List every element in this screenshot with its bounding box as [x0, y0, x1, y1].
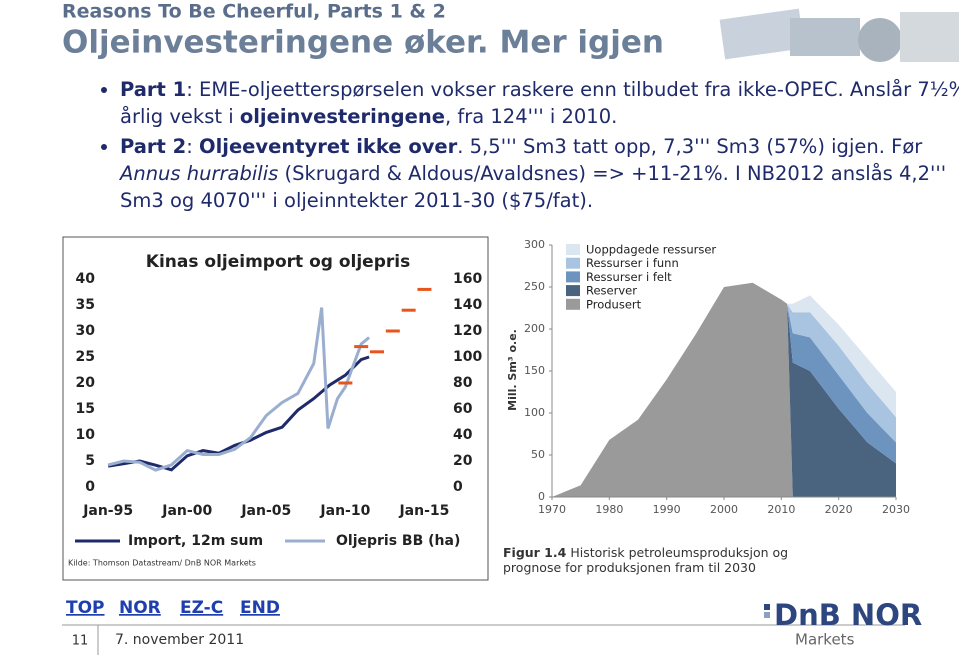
bullet-text: , fra 124''' i 2010.	[444, 105, 618, 128]
x-tick-label: Jan-05	[240, 503, 291, 519]
bullet-text: :	[186, 135, 200, 158]
legend-label: Produsert	[586, 297, 642, 311]
legend-label: Import, 12m sum	[128, 533, 263, 549]
figure-caption: Figur 1.4 Historisk petroleumsproduksjon…	[503, 545, 803, 575]
y2-tick-label: 100	[453, 349, 482, 365]
y2-tick-label: 120	[453, 323, 482, 339]
y-tick-label: 0	[538, 490, 545, 503]
bullet-list: Part 1: EME-oljeetterspørselen vokser ra…	[80, 76, 959, 217]
y-tick-label: 5	[85, 453, 95, 469]
area-band	[552, 282, 896, 497]
y-tick-label: 30	[76, 323, 96, 339]
y2-tick-label: 160	[453, 271, 482, 287]
y-tick-label: 300	[524, 238, 545, 251]
x-tick-label: 1970	[538, 503, 566, 516]
header-decoration	[719, 8, 959, 62]
x-tick-label: Jan-95	[82, 503, 133, 519]
bullet-text: Oljeeventyret ikke over	[199, 135, 458, 158]
series-line	[107, 307, 371, 472]
legend-label: Uoppdagede ressurser	[586, 243, 716, 257]
bullet-text: Annus hurrabilis	[120, 162, 279, 185]
chart-title: Kinas oljeimport og oljepris	[146, 252, 410, 272]
nav-link[interactable]: EZ-C	[180, 598, 223, 618]
x-tick-label: 2010	[767, 503, 795, 516]
y-tick-label: 150	[524, 364, 545, 377]
x-tick-label: 2020	[825, 503, 853, 516]
legend-swatch	[566, 285, 580, 297]
nav-link[interactable]: END	[240, 598, 280, 618]
y-axis-label: Mill. Sm³ o.e.	[506, 329, 519, 411]
area-band	[552, 282, 896, 497]
y2-tick-label: 20	[453, 453, 473, 469]
x-tick-label: 1990	[653, 503, 681, 516]
x-tick-label: 1980	[595, 503, 623, 516]
y2-tick-label: 140	[453, 297, 482, 313]
kicker: Reasons To Be Cheerful, Parts 1 & 2	[62, 1, 446, 23]
page-number: 11	[72, 634, 89, 649]
y-tick-label: 250	[524, 280, 545, 293]
y-tick-label: 100	[524, 406, 545, 419]
x-tick-label: 2030	[882, 503, 910, 516]
y-tick-label: 40	[76, 271, 96, 287]
y-tick-label: 0	[85, 479, 95, 495]
area-band	[552, 282, 896, 497]
bullet-text: (Skrugard & Aldous/Avaldsnes) => +11-21%…	[120, 162, 947, 212]
y-tick-label: 10	[76, 427, 96, 443]
y-tick-label: 50	[531, 448, 545, 461]
legend-swatch	[566, 298, 580, 310]
x-tick-label: 2000	[710, 503, 738, 516]
caption-label: Figur 1.4	[503, 545, 567, 560]
bullet: Part 2: Oljeeventyret ikke over. 5,5''' …	[120, 133, 959, 214]
logo: DnB NOR Markets	[764, 598, 922, 649]
legend-label: Reserver	[586, 284, 637, 298]
logo-sub: Markets	[795, 631, 855, 649]
x-tick-label: Jan-10	[319, 503, 370, 519]
legend-swatch	[566, 244, 580, 255]
legend-swatch	[566, 271, 580, 283]
legend-label: Oljepris BB (ha)	[336, 533, 460, 549]
x-tick-label: Jan-15	[398, 503, 449, 519]
y2-tick-label: 40	[453, 427, 473, 443]
slide-title: Oljeinvesteringene øker. Mer igjen	[62, 25, 664, 61]
bullet-text: . 5,5''' Sm3 tatt opp, 7,3''' Sm3 (57%) …	[457, 135, 923, 158]
nav-link[interactable]: NOR	[119, 598, 161, 618]
logo-text: DnB NOR	[774, 598, 922, 632]
y2-tick-label: 60	[453, 401, 473, 417]
source-note: Kilde: Thomson Datastream/ DnB NOR Marke…	[68, 559, 256, 568]
bullet-text: Part 1	[120, 78, 187, 101]
y-tick-label: 15	[76, 401, 95, 417]
bullet-text: Part 2	[120, 135, 187, 158]
legend-label: Ressurser i felt	[586, 270, 672, 284]
bullet-text: oljeinvesteringene	[239, 105, 445, 128]
y-tick-label: 25	[76, 349, 95, 365]
y-tick-label: 200	[524, 322, 545, 335]
x-tick-label: Jan-00	[161, 503, 212, 519]
legend-label: Ressurser i funn	[586, 256, 679, 270]
bullet-text: : EME-oljeetterspørselen vokser raskere …	[120, 78, 959, 128]
y-tick-label: 20	[76, 375, 96, 391]
y-tick-label: 35	[76, 297, 95, 313]
caption-text: Historisk petroleumsproduksjon og progno…	[503, 545, 789, 575]
y2-tick-label: 0	[453, 479, 463, 495]
bullet: Part 1: EME-oljeetterspørselen vokser ra…	[120, 76, 959, 130]
area-band	[552, 282, 896, 497]
date: 7. november 2011	[115, 632, 244, 648]
legend-swatch	[566, 257, 580, 269]
nav-link[interactable]: TOP	[66, 598, 105, 618]
y2-tick-label: 80	[453, 375, 473, 391]
